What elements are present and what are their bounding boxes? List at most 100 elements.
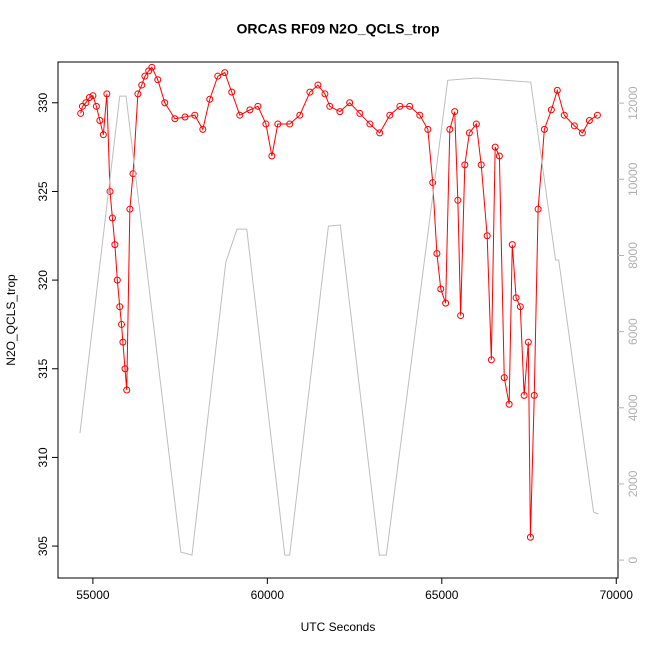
point — [113, 276, 121, 284]
point — [106, 187, 114, 195]
point — [123, 386, 131, 394]
point — [326, 102, 334, 110]
point — [472, 120, 480, 128]
point — [483, 232, 491, 240]
y-tick-label: 315 — [36, 358, 50, 378]
y2-tick-label: 10000 — [626, 162, 640, 196]
series-line — [79, 77, 599, 556]
point — [268, 152, 276, 160]
point — [526, 533, 534, 541]
x-tick-label: 70000 — [600, 588, 634, 602]
point — [89, 92, 97, 100]
point — [262, 120, 270, 128]
y2-tick-label: 6000 — [626, 318, 640, 345]
point — [126, 205, 134, 213]
point — [451, 108, 459, 116]
x-tick-label: 55000 — [76, 588, 110, 602]
point — [346, 99, 354, 107]
point — [306, 88, 314, 96]
point — [77, 109, 85, 117]
point — [429, 179, 437, 187]
point — [465, 129, 473, 137]
point — [437, 285, 445, 293]
point — [406, 102, 414, 110]
point — [534, 205, 542, 213]
point — [356, 109, 364, 117]
point — [138, 81, 146, 89]
y-tick-label: 330 — [36, 92, 50, 112]
point — [540, 125, 548, 133]
point — [274, 120, 282, 128]
point — [254, 102, 262, 110]
point — [530, 391, 538, 399]
point — [516, 303, 524, 311]
point — [491, 143, 499, 151]
point — [154, 76, 162, 84]
y-axis-label: N2O_QCLS_trop — [4, 274, 18, 366]
point — [512, 294, 520, 302]
point — [119, 338, 127, 346]
point — [442, 299, 450, 307]
point — [336, 108, 344, 116]
point — [199, 125, 207, 133]
point — [376, 129, 384, 137]
point — [286, 120, 294, 128]
series-line — [80, 66, 598, 538]
x-tick-label: 60000 — [251, 588, 285, 602]
point — [96, 117, 104, 125]
point — [520, 391, 528, 399]
point — [433, 250, 441, 258]
point — [446, 125, 454, 133]
y2-tick-label: 8000 — [626, 242, 640, 269]
y2-tick-label: 4000 — [626, 394, 640, 421]
point — [171, 115, 179, 123]
point — [505, 400, 513, 408]
point — [524, 338, 532, 346]
y-tick-label: 310 — [36, 447, 50, 467]
point — [454, 196, 462, 204]
y2-tick-label: 2000 — [626, 470, 640, 497]
point — [118, 320, 126, 328]
point — [495, 152, 503, 160]
point — [116, 303, 124, 311]
point — [78, 102, 86, 110]
point — [386, 111, 394, 119]
point — [461, 161, 469, 169]
point — [500, 374, 508, 382]
y-tick-label: 325 — [36, 181, 50, 201]
point — [547, 106, 555, 114]
point — [487, 356, 495, 364]
point — [416, 111, 424, 119]
point — [477, 161, 485, 169]
point — [228, 88, 236, 96]
point — [236, 111, 244, 119]
point — [103, 90, 111, 98]
point — [206, 95, 214, 103]
x-tick-label: 65000 — [425, 588, 459, 602]
point — [129, 170, 137, 178]
point — [82, 99, 90, 107]
point — [457, 312, 465, 320]
chart-title: ORCAS RF09 N2O_QCLS_trop — [236, 21, 439, 37]
point — [593, 111, 601, 119]
point — [108, 214, 116, 222]
point — [148, 63, 156, 71]
point — [570, 122, 578, 130]
point — [246, 106, 254, 114]
point — [424, 125, 432, 133]
point — [111, 241, 119, 249]
point — [508, 241, 516, 249]
point — [578, 129, 586, 137]
point — [296, 111, 304, 119]
point — [85, 93, 93, 101]
x-axis-label: UTC Seconds — [301, 620, 376, 634]
plot-box — [57, 61, 619, 579]
point — [585, 117, 593, 125]
point — [553, 86, 561, 94]
point — [366, 120, 374, 128]
point — [161, 99, 169, 107]
y2-tick-label: 0 — [626, 556, 640, 563]
point — [321, 90, 329, 98]
y-tick-label: 305 — [36, 536, 50, 556]
